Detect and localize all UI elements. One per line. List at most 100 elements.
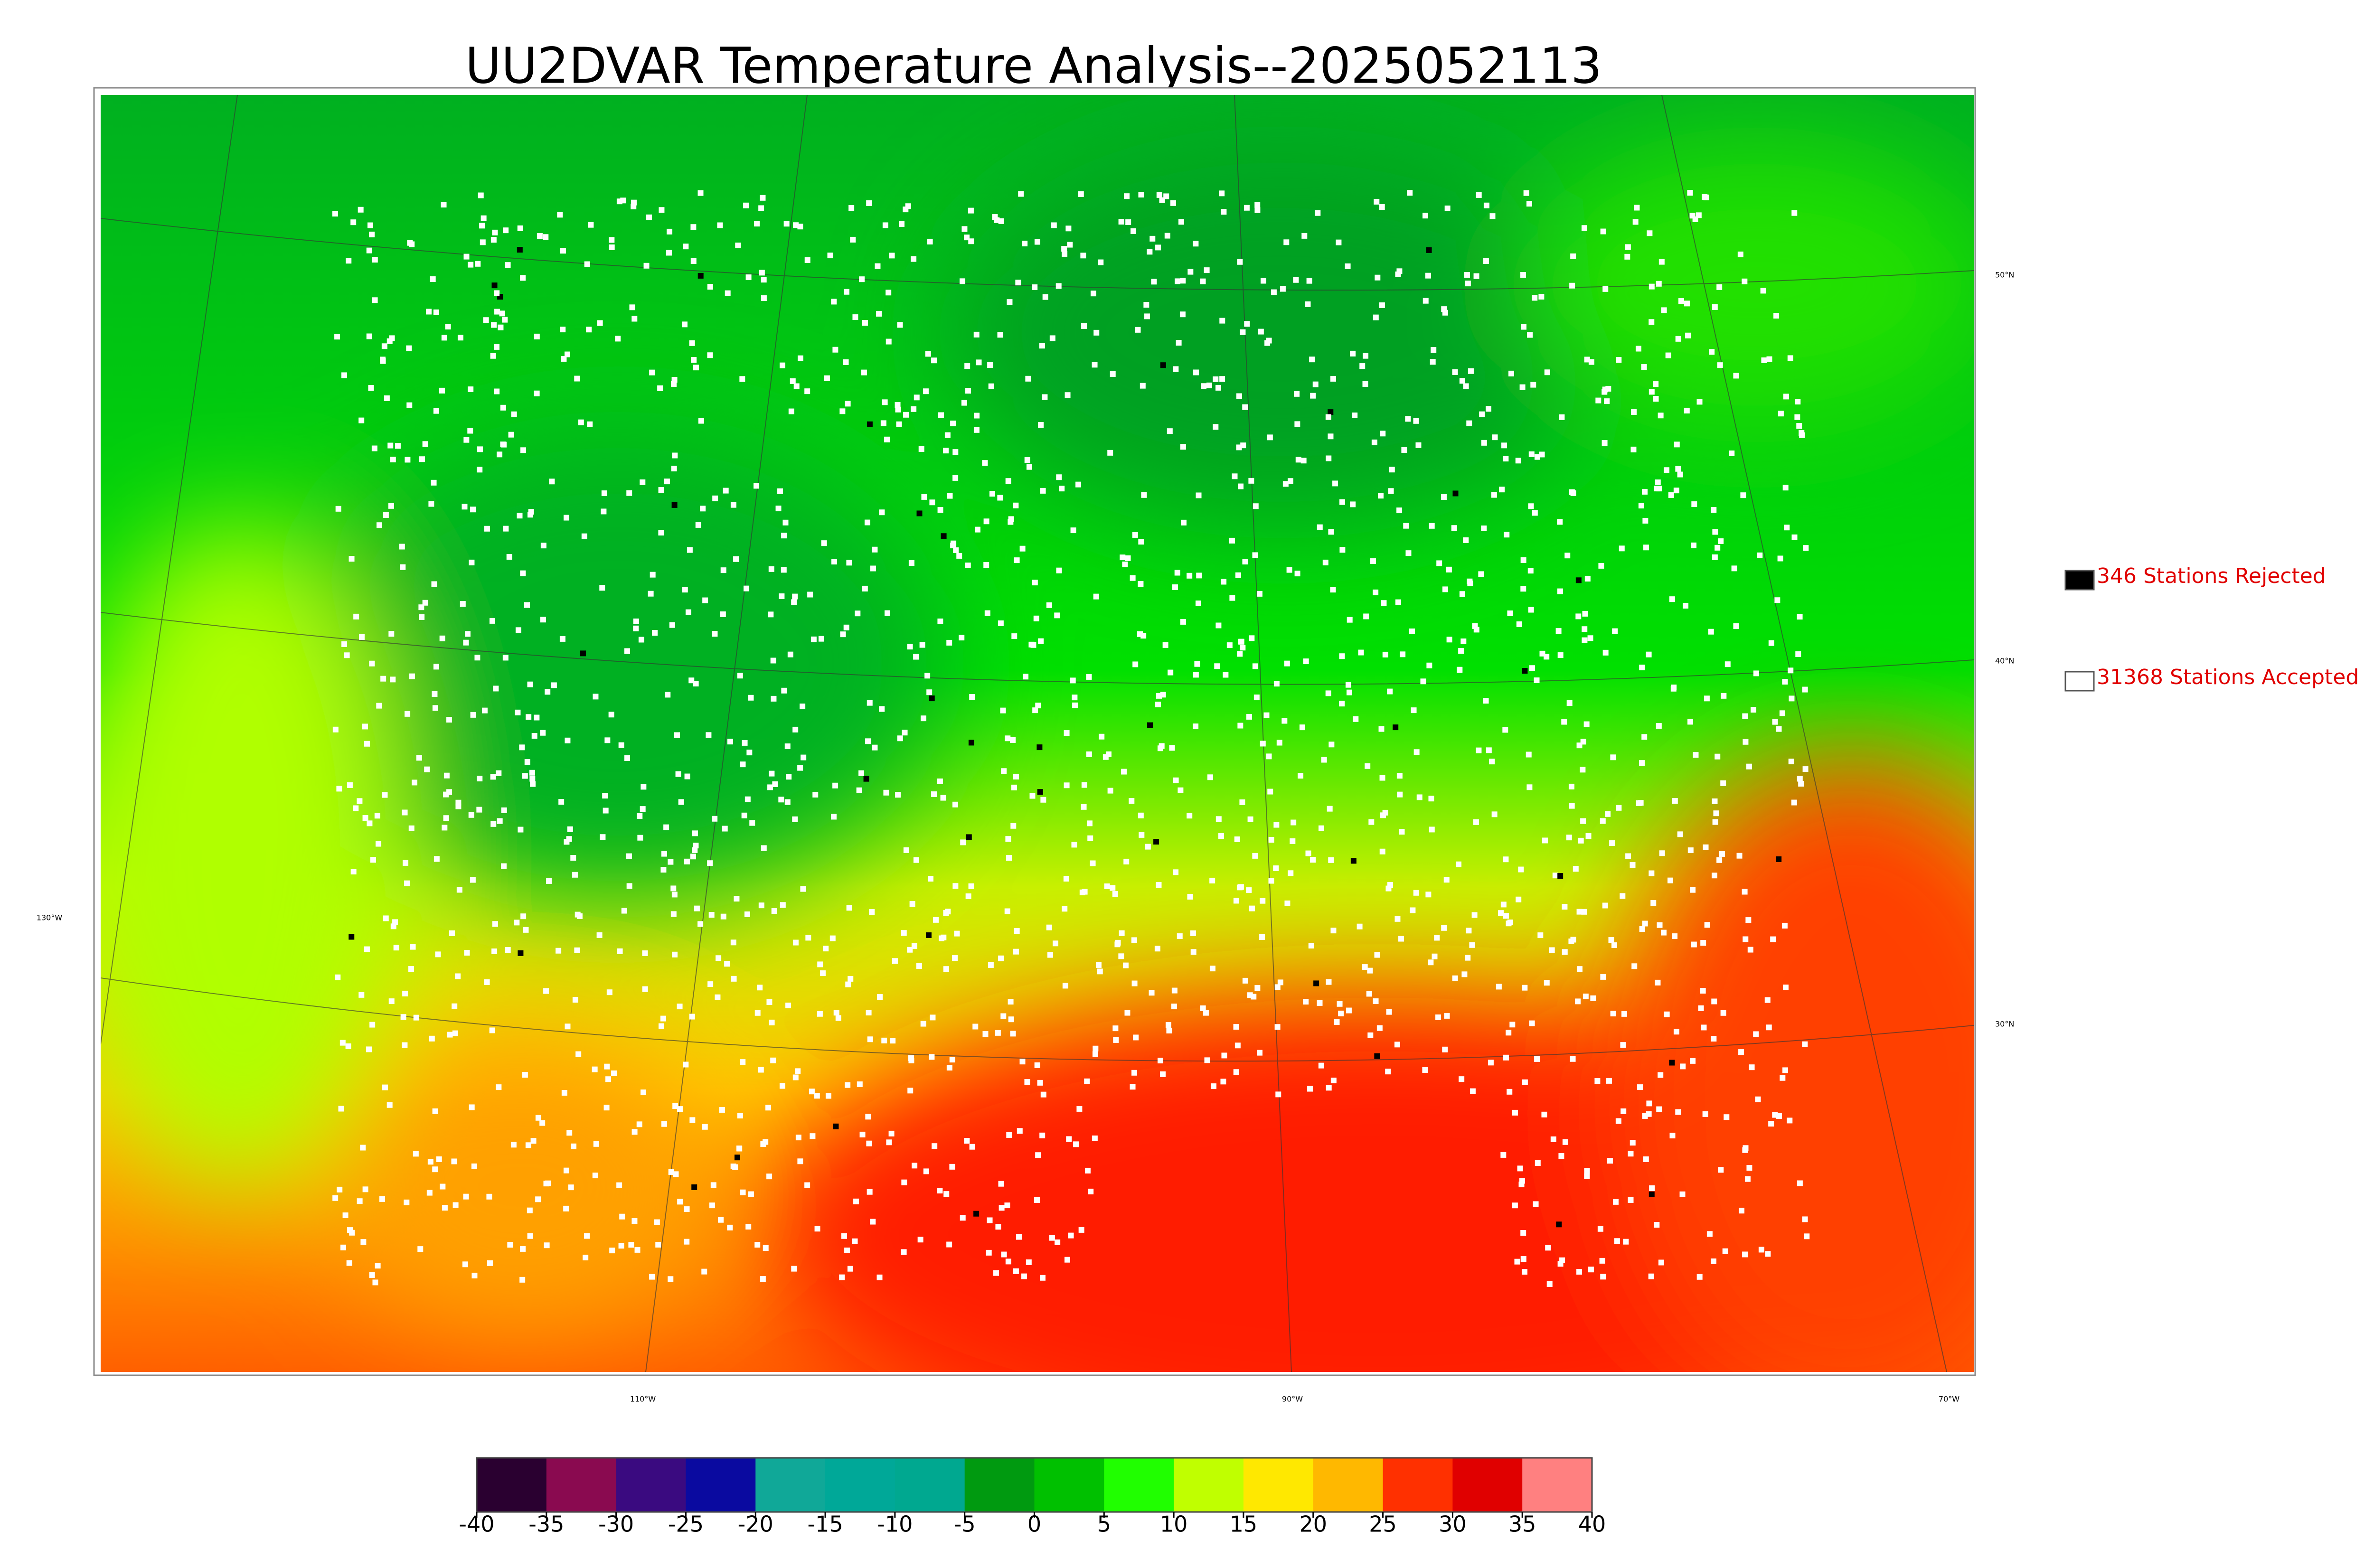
station-dot (684, 1206, 690, 1212)
station-dot (345, 1043, 351, 1049)
station-dot (490, 237, 497, 243)
station-dot (727, 1224, 733, 1230)
station-dot (1788, 759, 1794, 765)
station-dot (1300, 458, 1307, 464)
station-dot (964, 235, 970, 241)
station-dot (1416, 794, 1423, 800)
station-dot (1576, 742, 1583, 749)
station-dot (1398, 936, 1404, 942)
station-dot (852, 1238, 858, 1244)
station-dot (1526, 201, 1532, 207)
station-dot (520, 447, 527, 453)
station-dot (439, 387, 445, 394)
station-dot (599, 585, 605, 591)
station-dot (1025, 376, 1031, 382)
colorbar-tick-label: 20 (1299, 1512, 1327, 1537)
station-dot (1680, 1063, 1686, 1070)
station-dot (484, 979, 490, 985)
station-dot (1600, 974, 1606, 980)
station-dot (631, 1218, 638, 1224)
station-dot (677, 1199, 683, 1205)
station-dot (827, 253, 833, 259)
station-dot (1802, 686, 1808, 693)
station-dot (1252, 552, 1258, 558)
colorbar-tick-label: 30 (1439, 1512, 1467, 1537)
station-dot (1032, 580, 1038, 586)
station-dot (1550, 1136, 1556, 1142)
station-dot (631, 1129, 638, 1135)
station-dot (1346, 1007, 1352, 1014)
station-dot (1463, 383, 1469, 389)
station-dot (1081, 804, 1087, 810)
station-dot (1507, 610, 1513, 616)
station-dot (1483, 202, 1489, 208)
station-dot (760, 1276, 766, 1282)
station-dot (534, 714, 540, 721)
station-dot (527, 1233, 533, 1239)
station-dot (1781, 922, 1788, 929)
station-dot (565, 737, 571, 743)
station-dot (1423, 298, 1429, 304)
station-dot (1637, 1084, 1643, 1090)
station-dot (1422, 213, 1428, 219)
station-dot (660, 867, 667, 873)
station-dot (1036, 744, 1043, 751)
station-dot (402, 990, 408, 996)
station-dot (780, 902, 786, 908)
station-dot (1415, 442, 1422, 448)
station-dot (1584, 357, 1590, 363)
station-dot (1426, 662, 1432, 668)
station-dot (1669, 1060, 1675, 1066)
station-dot (1379, 775, 1385, 781)
station-dot (519, 744, 525, 751)
station-dot (1503, 913, 1509, 919)
station-dot (1804, 1233, 1810, 1239)
station-dot (1376, 1025, 1383, 1031)
station-dot (707, 860, 713, 866)
station-dot (949, 1164, 955, 1170)
station-dot (856, 787, 862, 793)
station-dot (383, 915, 389, 921)
station-dot (670, 885, 677, 892)
station-dot (1073, 1141, 1079, 1147)
station-dot (1605, 811, 1611, 817)
station-dot (1588, 359, 1594, 365)
station-dot (1612, 1199, 1619, 1205)
station-dot (1473, 273, 1479, 279)
station-dot (1386, 1009, 1392, 1015)
station-dot (929, 499, 935, 506)
station-dot (433, 309, 439, 315)
station-dot (1470, 1088, 1476, 1094)
station-dot (992, 214, 998, 220)
station-dot (1151, 279, 1157, 285)
station-dot (715, 994, 721, 1000)
station-dot (1326, 979, 1332, 985)
station-dot (457, 335, 463, 341)
station-dot (1008, 999, 1014, 1005)
station-dot (629, 304, 635, 310)
station-dot (886, 338, 892, 345)
station-dot (1614, 1238, 1620, 1244)
station-dot (741, 812, 747, 818)
station-dot (758, 902, 764, 909)
station-dot (479, 223, 485, 229)
station-dot (1649, 1185, 1655, 1191)
colorbar-segment (477, 1458, 547, 1512)
station-dot (497, 451, 503, 458)
station-dot (960, 1215, 966, 1221)
station-dot (433, 664, 439, 670)
station-dot (1566, 835, 1572, 841)
station-dot (1070, 677, 1076, 684)
station-dot (1072, 702, 1078, 708)
station-dot (489, 1027, 495, 1033)
colorbar-tick-label: -25 (668, 1512, 704, 1537)
station-dot (336, 786, 342, 792)
station-dot (1459, 1076, 1465, 1082)
station-dot (778, 797, 784, 803)
station-dot (1210, 1083, 1216, 1089)
station-dot (1029, 793, 1036, 799)
station-dot (1132, 532, 1138, 538)
station-dot (1213, 376, 1219, 382)
station-dot (383, 512, 389, 518)
